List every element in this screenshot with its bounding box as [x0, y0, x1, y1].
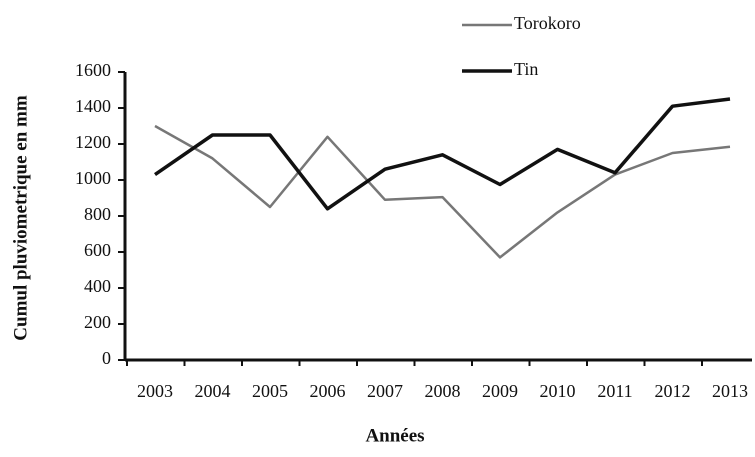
x-tick-label: 2011	[597, 381, 632, 401]
legend-label: Tin	[514, 59, 538, 79]
x-tick-label: 2013	[712, 381, 748, 401]
x-tick-label: 2009	[482, 381, 518, 401]
x-tick-label: 2005	[252, 381, 288, 401]
y-tick-label: 1600	[75, 60, 111, 80]
legend-label: Torokoro	[514, 13, 581, 33]
x-axis-title: Années	[365, 425, 424, 446]
y-tick-label: 1400	[75, 96, 111, 116]
x-tick-label: 2010	[540, 381, 576, 401]
y-tick-label: 200	[84, 312, 111, 332]
x-tick-label: 2003	[137, 381, 173, 401]
y-tick-label: 0	[102, 348, 111, 368]
x-tick-label: 2007	[367, 381, 403, 401]
y-tick-label: 400	[84, 276, 111, 296]
line	[154, 97, 731, 211]
x-tick-label: 2012	[655, 381, 691, 401]
y-tick-label: 1200	[75, 132, 111, 152]
x-tick-label: 2006	[310, 381, 346, 401]
y-tick-label: 800	[84, 204, 111, 224]
y-axis-title: Cumul pluviometrique en mm	[10, 95, 31, 341]
x-tick-label: 2008	[425, 381, 461, 401]
y-tick-label: 600	[84, 240, 111, 260]
line	[154, 124, 731, 259]
y-tick-label: 1000	[75, 168, 111, 188]
x-tick-label: 2004	[195, 381, 231, 401]
